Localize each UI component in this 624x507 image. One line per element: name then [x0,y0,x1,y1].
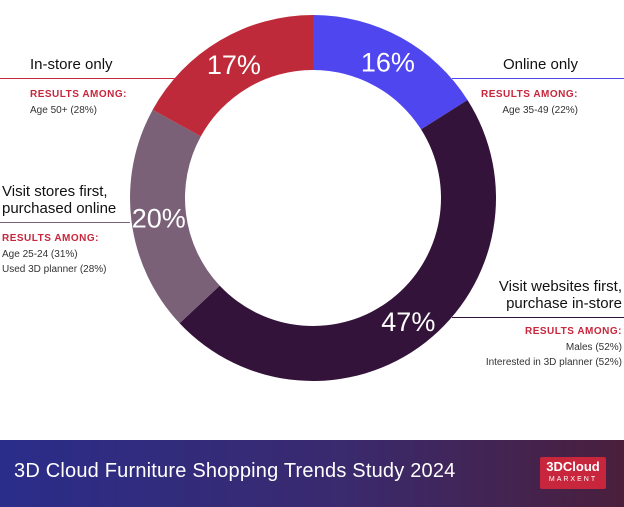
websites-first-detail-2: Interested in 3D planner (52%) [485,357,622,368]
in-store-leader-line [0,78,178,79]
stores-first-detail-1: Age 25-24 (31%) [2,249,78,260]
stores-first-label-line1: Visit stores first, [2,183,108,200]
slice-websites-first [179,99,496,381]
in-store-results-heading: RESULTS AMONG: [30,89,127,100]
slice-label-online-only: 16% [361,48,415,78]
slice-label-stores-first: 20% [132,203,186,233]
footer-banner: 3D Cloud Furniture Shopping Trends Study… [0,440,624,507]
stores-first-detail-2: Used 3D planner (28%) [2,264,107,275]
websites-first-results-heading: RESULTS AMONG: [525,326,622,337]
online-results-heading: RESULTS AMONG: [481,89,578,100]
stores-first-leader-line [0,222,130,223]
stores-first-results-heading: RESULTS AMONG: [2,233,99,244]
online-detail-1: Age 35-49 (22%) [502,105,578,116]
logo-wordmark: 3DCloud [546,459,600,474]
logo-subtitle: MARXENT [548,476,598,483]
websites-first-detail-1: Males (52%) [565,342,622,353]
donut-chart: 16% 47% 20% 17% [129,15,496,381]
websites-first-label-line2: purchase in-store [506,295,622,312]
in-store-label: In-store only [30,56,113,73]
slice-label-websites-first: 47% [381,307,435,337]
in-store-detail-1: Age 50+ (28%) [30,105,97,116]
online-label: Online only [502,56,578,73]
slice-stores-first [129,109,220,324]
slice-online-only [313,15,468,130]
brand-logo: 3DCloud MARXENT [540,457,606,489]
slice-in-store-only [152,15,313,137]
websites-first-label-line1: Visit websites first, [498,278,622,295]
footer-title: 3D Cloud Furniture Shopping Trends Study… [14,460,456,482]
slice-label-in-store-only: 17% [207,50,261,80]
online-leader-line [452,78,624,79]
stores-first-label-line2: purchased online [2,200,117,217]
websites-first-leader-line [452,317,624,318]
